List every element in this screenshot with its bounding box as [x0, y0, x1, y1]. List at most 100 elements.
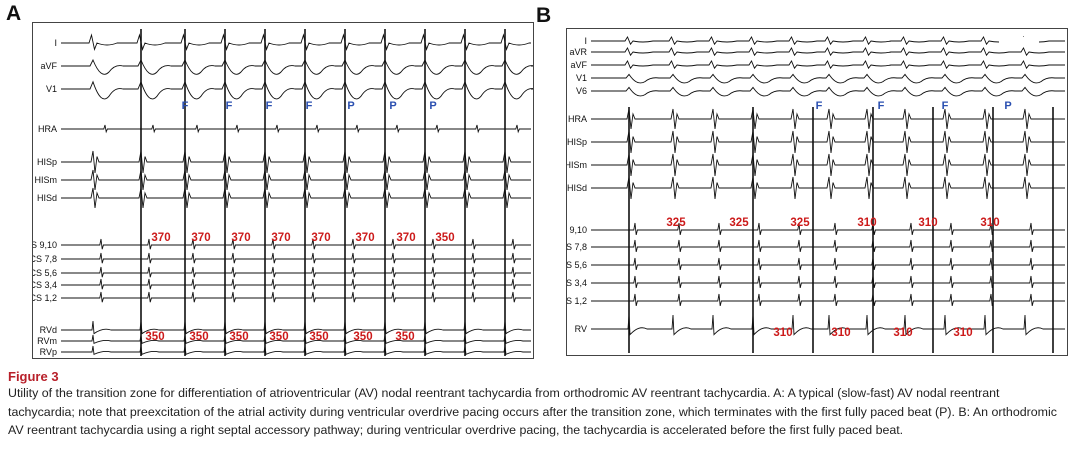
- tracing-background: [33, 23, 533, 358]
- pacing-interval-label: 310: [773, 327, 792, 339]
- trace-cs-9-10: [61, 238, 531, 250]
- lead-label-i: I: [54, 38, 57, 48]
- atrial-interval-label: 325: [666, 217, 686, 229]
- atrial-interval-label: 310: [857, 217, 876, 229]
- lead-label-hism: HISm: [567, 160, 587, 170]
- pacing-interval-label: 350: [269, 331, 288, 343]
- figure-caption: Utility of the transition zone for diffe…: [8, 386, 1057, 437]
- atrial-interval-label: 370: [271, 232, 290, 244]
- trace-hisp: [591, 130, 1065, 154]
- pacing-interval-label: 310: [831, 327, 850, 339]
- lead-label-rvd: RVd: [40, 325, 57, 335]
- lead-label-cs-9-10: CS 9,10: [33, 240, 57, 250]
- atrial-interval-label: 370: [355, 232, 374, 244]
- trace-avf: [591, 60, 1065, 70]
- pacing-interval-label: 350: [309, 331, 328, 343]
- atrial-interval-label: 370: [231, 232, 250, 244]
- beat-label-f: F: [182, 100, 189, 112]
- lead-label-cs-7-8: CS 7,8: [33, 254, 57, 264]
- trace-hism: [591, 153, 1065, 177]
- trace-cs-1-2: [61, 291, 531, 303]
- lead-label-avf: aVF: [40, 61, 57, 71]
- trace-cs-5-6: [61, 266, 531, 278]
- trace-rvd: [61, 320, 531, 335]
- atrial-interval-label: 350: [435, 232, 454, 244]
- lead-label-cs-5-6: CS 5,6: [33, 268, 57, 278]
- lead-label-cs-3-4: CS 3,4: [567, 278, 587, 288]
- trace-v1: [61, 80, 533, 100]
- beat-label-f: F: [306, 100, 313, 112]
- pacing-interval-label: 350: [353, 331, 372, 343]
- trace-cs-7-8: [591, 239, 1065, 253]
- figure-label: Figure 3: [8, 369, 59, 384]
- beat-label-f: F: [942, 100, 949, 112]
- lead-label-hisd: HISd: [37, 193, 57, 203]
- beat-label-p: P: [429, 100, 436, 112]
- lead-label-v1: V1: [576, 73, 587, 83]
- lead-label-rv: RV: [575, 324, 587, 334]
- trace-hra: [61, 124, 531, 134]
- atrial-interval-label: 370: [151, 232, 170, 244]
- lead-label-cs-5-6: CS 5,6: [567, 260, 587, 270]
- lead-label-avr: aVR: [569, 47, 587, 57]
- lead-label-v6: V6: [576, 86, 587, 96]
- lead-label-rvm: RVm: [37, 336, 57, 346]
- beat-label-f: F: [266, 100, 273, 112]
- panel-b-letter: B: [536, 4, 552, 27]
- beat-label-f: F: [878, 100, 885, 112]
- trace-rvp: [61, 345, 531, 356]
- trace-cs-5-6: [591, 257, 1065, 271]
- atrial-interval-label: 370: [396, 232, 415, 244]
- trace-cs-9-10: [591, 222, 1065, 236]
- lead-label-i: I: [584, 36, 587, 46]
- panel-a-letter: A: [6, 2, 22, 25]
- atrial-interval-label: 370: [191, 232, 210, 244]
- pacing-interval-label: 310: [953, 327, 972, 339]
- lead-label-avf: aVF: [570, 60, 587, 70]
- lead-label-hism: HISm: [35, 175, 58, 185]
- trace-cs-3-4: [61, 278, 531, 290]
- trace-avr: [591, 47, 1065, 57]
- pacing-interval-label: 350: [395, 331, 414, 343]
- pacing-interval-label: 310: [893, 327, 912, 339]
- lead-label-hisp: HISp: [567, 137, 587, 147]
- beat-label-p: P: [1004, 100, 1011, 112]
- atrial-interval-label: 325: [790, 217, 810, 229]
- lead-label-cs-3-4: CS 3,4: [33, 280, 57, 290]
- trace-i: [591, 36, 1065, 46]
- trace-cs-7-8: [61, 252, 531, 264]
- trace-i: [61, 33, 531, 51]
- trace-hra: [591, 108, 1065, 130]
- lead-label-cs-1-2: CS 1,2: [567, 296, 587, 306]
- trace-hisd: [591, 176, 1065, 200]
- beat-label-p: P: [389, 100, 396, 112]
- lead-label-hisp: HISp: [37, 157, 57, 167]
- trace-avf: [61, 58, 533, 75]
- lead-label-v1: V1: [46, 84, 57, 94]
- beat-label-f: F: [226, 100, 233, 112]
- pacing-interval-label: 350: [189, 331, 208, 343]
- lead-label-hra: HRA: [568, 114, 587, 124]
- trace-v6: [591, 86, 1065, 97]
- trace-cs-1-2: [591, 293, 1065, 307]
- pacing-interval-label: 350: [229, 331, 248, 343]
- atrial-interval-label: 310: [918, 217, 937, 229]
- lead-label-rvp: RVp: [40, 347, 57, 357]
- atrial-interval-label: 370: [311, 232, 330, 244]
- trace-rv: [591, 314, 1065, 336]
- lead-label-cs-7-8: CS 7,8: [567, 242, 587, 252]
- lead-label-cs-9-10: CS 9,10: [567, 225, 587, 235]
- beat-label-f: F: [816, 100, 823, 112]
- timestamp-box: [999, 37, 1039, 45]
- pacing-interval-label: 350: [145, 331, 164, 343]
- atrial-interval-label: 325: [729, 217, 749, 229]
- lead-label-cs-1-2: CS 1,2: [33, 293, 57, 303]
- atrial-interval-label: 310: [980, 217, 999, 229]
- trace-rvm: [61, 334, 531, 345]
- beat-label-p: P: [347, 100, 354, 112]
- trace-cs-3-4: [591, 275, 1065, 289]
